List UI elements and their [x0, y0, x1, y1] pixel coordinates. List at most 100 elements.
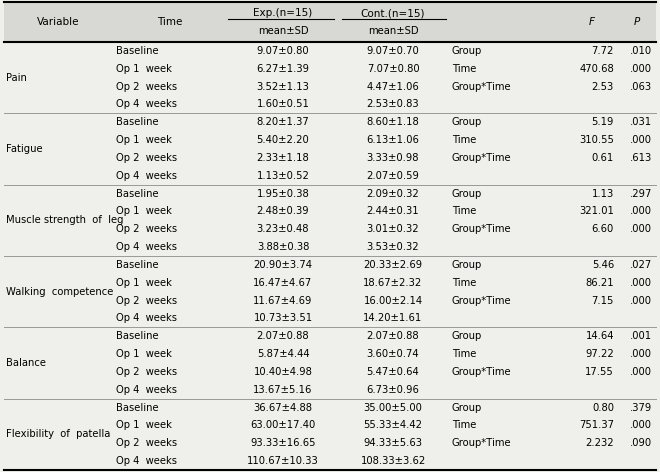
Text: 8.60±1.18: 8.60±1.18 — [366, 117, 419, 127]
Text: 16.47±4.67: 16.47±4.67 — [253, 278, 313, 288]
Text: Time: Time — [157, 17, 183, 27]
Text: 5.19: 5.19 — [591, 117, 614, 127]
Text: 5.40±2.20: 5.40±2.20 — [257, 135, 310, 145]
Text: Baseline: Baseline — [116, 260, 158, 270]
Text: 11.67±4.69: 11.67±4.69 — [253, 295, 313, 305]
Text: Op 1  week: Op 1 week — [116, 349, 172, 359]
Text: 3.60±0.74: 3.60±0.74 — [367, 349, 419, 359]
Text: Group: Group — [452, 403, 482, 413]
Text: Op 2  weeks: Op 2 weeks — [116, 438, 177, 448]
Text: 20.90±3.74: 20.90±3.74 — [253, 260, 312, 270]
Text: .000: .000 — [630, 295, 652, 305]
Text: Muscle strength  of  leg: Muscle strength of leg — [6, 215, 123, 225]
Text: Op 1  week: Op 1 week — [116, 135, 172, 145]
Text: 0.80: 0.80 — [592, 403, 614, 413]
Text: Group: Group — [452, 260, 482, 270]
Text: 108.33±3.62: 108.33±3.62 — [360, 456, 426, 466]
Text: 9.07±0.70: 9.07±0.70 — [366, 46, 419, 56]
Text: Fatigue: Fatigue — [6, 144, 43, 154]
Text: Balance: Balance — [6, 358, 46, 368]
Text: 0.61: 0.61 — [592, 153, 614, 163]
Text: Exp.(n=15): Exp.(n=15) — [253, 8, 313, 18]
Text: 2.53±0.83: 2.53±0.83 — [367, 100, 419, 110]
Text: 63.00±17.40: 63.00±17.40 — [250, 421, 315, 430]
Text: 7.15: 7.15 — [591, 295, 614, 305]
Text: Op 1  week: Op 1 week — [116, 206, 172, 217]
Text: 93.33±16.65: 93.33±16.65 — [250, 438, 315, 448]
Text: Op 1  week: Op 1 week — [116, 64, 172, 74]
Text: Time: Time — [452, 421, 477, 430]
Text: Variable: Variable — [37, 17, 79, 27]
Text: Time: Time — [452, 206, 477, 217]
Text: .000: .000 — [630, 206, 652, 217]
Text: 3.88±0.38: 3.88±0.38 — [257, 242, 309, 252]
Text: 2.53: 2.53 — [592, 82, 614, 92]
Text: Group: Group — [452, 331, 482, 341]
Text: Group*Time: Group*Time — [452, 82, 512, 92]
Text: 10.40±4.98: 10.40±4.98 — [253, 367, 312, 377]
Text: .379: .379 — [630, 403, 652, 413]
Text: Group: Group — [452, 189, 482, 199]
Text: Flexibility  of  patella: Flexibility of patella — [6, 430, 110, 439]
Text: mean±SD: mean±SD — [368, 26, 418, 36]
Text: Op 4  weeks: Op 4 weeks — [116, 313, 177, 323]
Text: Op 2  weeks: Op 2 weeks — [116, 224, 177, 234]
Text: 2.09±0.32: 2.09±0.32 — [366, 189, 419, 199]
Text: .000: .000 — [630, 64, 652, 74]
Text: 1.13: 1.13 — [592, 189, 614, 199]
Text: 4.47±1.06: 4.47±1.06 — [366, 82, 419, 92]
Text: .000: .000 — [630, 135, 652, 145]
Text: Time: Time — [452, 135, 477, 145]
Text: 470.68: 470.68 — [579, 64, 614, 74]
Text: 310.55: 310.55 — [579, 135, 614, 145]
Text: 1.95±0.38: 1.95±0.38 — [257, 189, 310, 199]
Text: 110.67±10.33: 110.67±10.33 — [247, 456, 319, 466]
Text: Group*Time: Group*Time — [452, 153, 512, 163]
Text: mean±SD: mean±SD — [257, 26, 308, 36]
Text: 7.72: 7.72 — [591, 46, 614, 56]
Text: 97.22: 97.22 — [585, 349, 614, 359]
Text: .297: .297 — [630, 189, 652, 199]
Bar — [4, 2, 656, 42]
Text: Op 2  weeks: Op 2 weeks — [116, 367, 177, 377]
Text: Time: Time — [452, 349, 477, 359]
Text: 16.00±2.14: 16.00±2.14 — [364, 295, 422, 305]
Text: 6.73±0.96: 6.73±0.96 — [366, 385, 420, 395]
Text: .031: .031 — [630, 117, 652, 127]
Text: Walking  competence: Walking competence — [6, 287, 114, 297]
Text: .063: .063 — [630, 82, 652, 92]
Text: 3.01±0.32: 3.01±0.32 — [367, 224, 419, 234]
Text: Op 4  weeks: Op 4 weeks — [116, 171, 177, 181]
Text: Group*Time: Group*Time — [452, 367, 512, 377]
Text: 6.13±1.06: 6.13±1.06 — [366, 135, 420, 145]
Text: 5.47±0.64: 5.47±0.64 — [366, 367, 419, 377]
Text: 7.07±0.80: 7.07±0.80 — [367, 64, 419, 74]
Text: F: F — [589, 17, 595, 27]
Text: 8.20±1.37: 8.20±1.37 — [257, 117, 310, 127]
Text: Op 1  week: Op 1 week — [116, 278, 172, 288]
Text: 1.60±0.51: 1.60±0.51 — [257, 100, 310, 110]
Text: Time: Time — [452, 64, 477, 74]
Text: 2.07±0.59: 2.07±0.59 — [366, 171, 420, 181]
Text: Op 2  weeks: Op 2 weeks — [116, 82, 177, 92]
Text: Group*Time: Group*Time — [452, 224, 512, 234]
Text: Pain: Pain — [6, 73, 27, 83]
Text: .010: .010 — [630, 46, 652, 56]
Text: .000: .000 — [630, 224, 652, 234]
Text: .613: .613 — [630, 153, 652, 163]
Text: 55.33±4.42: 55.33±4.42 — [364, 421, 422, 430]
Text: .000: .000 — [630, 349, 652, 359]
Text: 2.44±0.31: 2.44±0.31 — [367, 206, 419, 217]
Text: Op 4  weeks: Op 4 weeks — [116, 385, 177, 395]
Text: 2.48±0.39: 2.48±0.39 — [257, 206, 310, 217]
Text: 2.07±0.88: 2.07±0.88 — [257, 331, 310, 341]
Text: .000: .000 — [630, 421, 652, 430]
Text: 36.67±4.88: 36.67±4.88 — [253, 403, 312, 413]
Text: 9.07±0.80: 9.07±0.80 — [257, 46, 310, 56]
Text: 6.60: 6.60 — [592, 224, 614, 234]
Text: 3.23±0.48: 3.23±0.48 — [257, 224, 310, 234]
Text: Group*Time: Group*Time — [452, 438, 512, 448]
Text: Op 4  weeks: Op 4 weeks — [116, 456, 177, 466]
Text: 17.55: 17.55 — [585, 367, 614, 377]
Text: Op 4  weeks: Op 4 weeks — [116, 242, 177, 252]
